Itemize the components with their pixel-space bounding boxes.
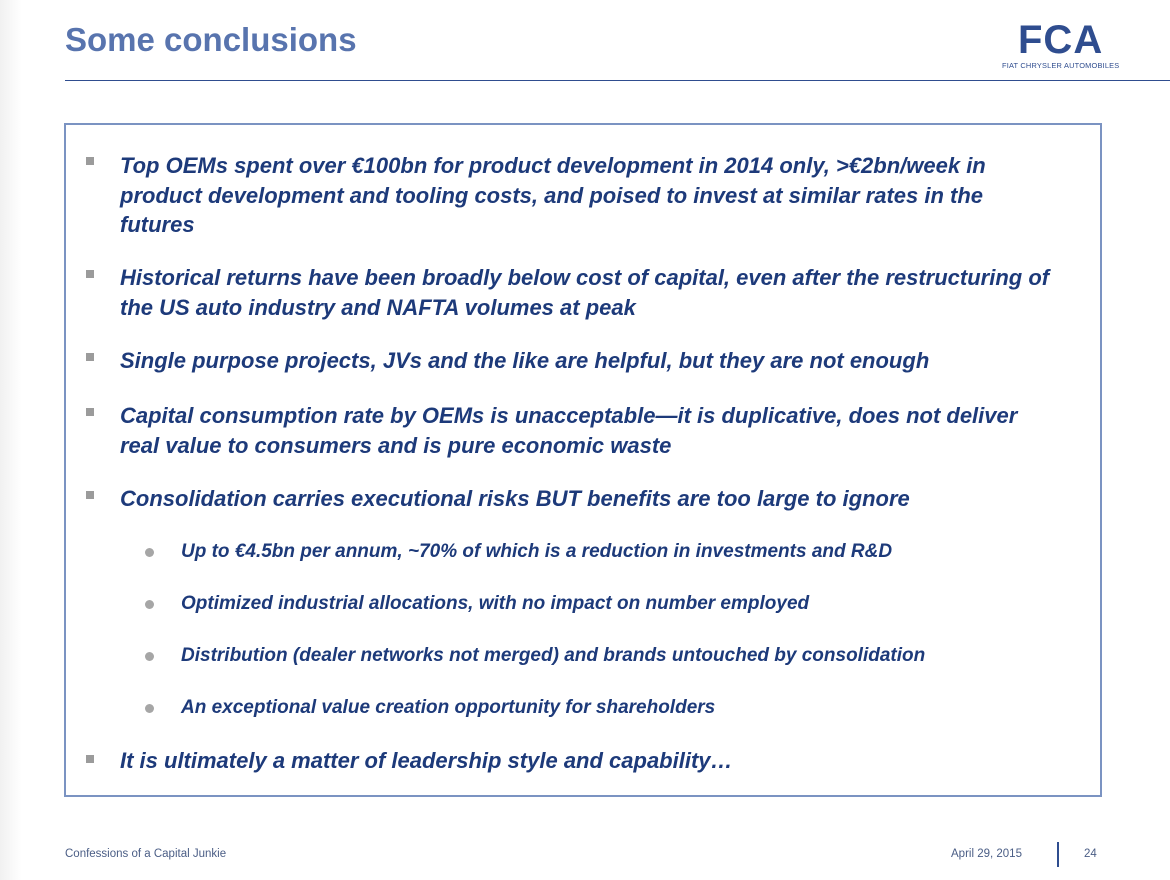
conclusions-box <box>64 123 1102 797</box>
round-bullet-icon <box>145 548 154 557</box>
footer-separator <box>1057 842 1059 867</box>
bullet-item: It is ultimately a matter of leadership … <box>120 748 733 773</box>
bullet-item: Historical returns have been broadly bel… <box>120 265 1050 320</box>
sub-bullet-item: Optimized industrial allocations, with n… <box>181 593 810 614</box>
left-edge-shade <box>0 0 22 880</box>
bullet-item: Single purpose projects, JVs and the lik… <box>120 348 930 373</box>
square-bullet-icon <box>86 408 94 416</box>
fca-logo: FCA FIAT CHRYSLER AUTOMOBILES <box>1000 20 1132 70</box>
round-bullet-icon <box>145 600 154 609</box>
footer-page-number: 24 <box>1084 848 1097 860</box>
square-bullet-icon <box>86 353 94 361</box>
logo-subtitle: FIAT CHRYSLER AUTOMOBILES <box>1002 61 1120 70</box>
round-bullet-icon <box>145 704 154 713</box>
square-bullet-icon <box>86 755 94 763</box>
sub-bullet-item: An exceptional value creation opportunit… <box>181 697 716 718</box>
header-divider <box>65 80 1170 81</box>
bullet-item: Consolidation carries executional risks … <box>120 486 910 511</box>
round-bullet-icon <box>145 652 154 661</box>
sub-bullet-item: Distribution (dealer networks not merged… <box>181 645 926 666</box>
square-bullet-icon <box>86 491 94 499</box>
sub-bullet-item: Up to €4.5bn per annum, ~70% of which is… <box>181 541 893 562</box>
square-bullet-icon <box>86 270 94 278</box>
logo-mark: FCA <box>1018 18 1104 62</box>
slide-title: Some conclusions <box>65 21 357 58</box>
square-bullet-icon <box>86 157 94 165</box>
footer-presentation-title: Confessions of a Capital Junkie <box>65 848 227 860</box>
bullet-item: Top OEMs spent over €100bn for product d… <box>120 153 986 237</box>
footer-date: April 29, 2015 <box>951 848 1022 860</box>
bullet-item: Capital consumption rate by OEMs is unac… <box>120 403 1018 458</box>
